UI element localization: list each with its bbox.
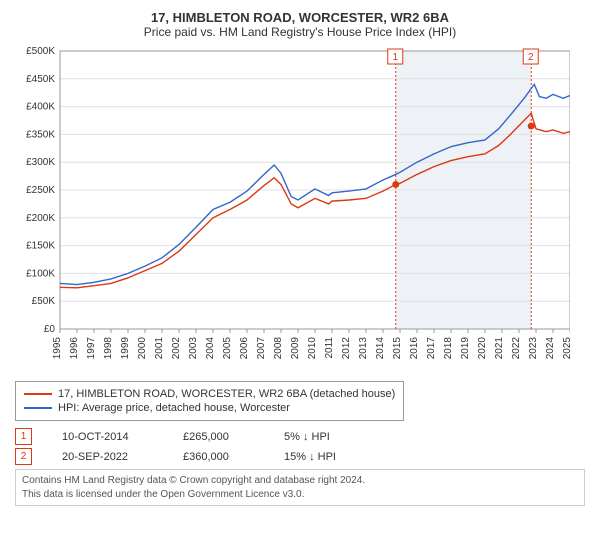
svg-text:1996: 1996 — [69, 337, 80, 360]
svg-text:2017: 2017 — [426, 337, 437, 360]
marker-diff: 5% ↓ HPI — [284, 431, 330, 443]
svg-text:2009: 2009 — [290, 337, 301, 360]
marker-diff: 15% ↓ HPI — [284, 451, 336, 463]
svg-text:1: 1 — [392, 52, 398, 63]
svg-text:1999: 1999 — [120, 337, 131, 360]
legend-label: HPI: Average price, detached house, Worc… — [58, 402, 290, 414]
svg-text:£150K: £150K — [26, 241, 55, 252]
svg-text:£300K: £300K — [26, 157, 55, 168]
svg-text:2016: 2016 — [409, 337, 420, 360]
svg-text:£350K: £350K — [26, 129, 55, 140]
legend-label: 17, HIMBLETON ROAD, WORCESTER, WR2 6BA (… — [58, 388, 395, 400]
svg-text:2010: 2010 — [307, 337, 318, 360]
svg-text:2012: 2012 — [341, 337, 352, 360]
svg-text:2018: 2018 — [443, 337, 454, 360]
svg-text:2003: 2003 — [188, 337, 199, 360]
chart-container: 17, HIMBLETON ROAD, WORCESTER, WR2 6BA P… — [0, 0, 600, 560]
svg-text:2008: 2008 — [273, 337, 284, 360]
legend: 17, HIMBLETON ROAD, WORCESTER, WR2 6BA (… — [15, 381, 404, 421]
svg-text:£400K: £400K — [26, 102, 55, 113]
svg-text:2022: 2022 — [511, 337, 522, 360]
svg-text:1997: 1997 — [86, 337, 97, 360]
svg-text:2000: 2000 — [137, 337, 148, 360]
chart-subtitle: Price paid vs. HM Land Registry's House … — [15, 25, 585, 39]
marker-row: 2 20-SEP-2022 £360,000 15% ↓ HPI — [15, 448, 585, 465]
svg-text:£500K: £500K — [26, 46, 55, 57]
svg-text:2: 2 — [528, 52, 534, 63]
marker-table: 1 10-OCT-2014 £265,000 5% ↓ HPI 2 20-SEP-2022… — [15, 428, 585, 465]
svg-text:2021: 2021 — [494, 337, 505, 360]
attribution-footer: Contains HM Land Registry data © Crown c… — [15, 469, 585, 506]
svg-text:£450K: £450K — [26, 74, 55, 85]
legend-swatch — [24, 407, 52, 409]
svg-text:1998: 1998 — [103, 337, 114, 360]
svg-text:2025: 2025 — [562, 337, 570, 360]
marker-row: 1 10-OCT-2014 £265,000 5% ↓ HPI — [15, 428, 585, 445]
svg-text:2007: 2007 — [256, 337, 267, 360]
line-chart: £0 £50K £100K £150K £200K £250K £300K £350K £400… — [15, 45, 570, 375]
svg-text:£200K: £200K — [26, 213, 55, 224]
svg-text:2006: 2006 — [239, 337, 250, 360]
marker-price: £265,000 — [183, 431, 258, 443]
svg-text:£100K: £100K — [26, 268, 55, 279]
svg-text:2015: 2015 — [392, 337, 403, 360]
svg-text:£0: £0 — [44, 324, 56, 335]
svg-text:2024: 2024 — [545, 337, 556, 360]
svg-text:2005: 2005 — [222, 337, 233, 360]
svg-text:2013: 2013 — [358, 337, 369, 360]
svg-text:2023: 2023 — [528, 337, 539, 360]
svg-text:£250K: £250K — [26, 185, 55, 196]
svg-text:2019: 2019 — [460, 337, 471, 360]
svg-text:1995: 1995 — [52, 337, 63, 360]
marker-badge: 2 — [15, 448, 32, 465]
marker-date: 20-SEP-2022 — [62, 451, 157, 463]
chart-title: 17, HIMBLETON ROAD, WORCESTER, WR2 6BA — [15, 10, 585, 25]
footer-line: Contains HM Land Registry data © Crown c… — [22, 474, 578, 488]
svg-text:2004: 2004 — [205, 337, 216, 360]
marker-date: 10-OCT-2014 — [62, 431, 157, 443]
svg-text:£50K: £50K — [32, 296, 56, 307]
svg-text:2011: 2011 — [324, 337, 335, 359]
legend-row: 17, HIMBLETON ROAD, WORCESTER, WR2 6BA (… — [24, 388, 395, 400]
svg-text:2020: 2020 — [477, 337, 488, 360]
svg-text:2002: 2002 — [171, 337, 182, 360]
svg-text:2001: 2001 — [154, 337, 165, 360]
marker-price: £360,000 — [183, 451, 258, 463]
legend-swatch — [24, 393, 52, 395]
svg-text:2014: 2014 — [375, 337, 386, 360]
footer-line: This data is licensed under the Open Gov… — [22, 488, 578, 502]
marker-badge: 1 — [15, 428, 32, 445]
legend-row: HPI: Average price, detached house, Worc… — [24, 402, 395, 414]
